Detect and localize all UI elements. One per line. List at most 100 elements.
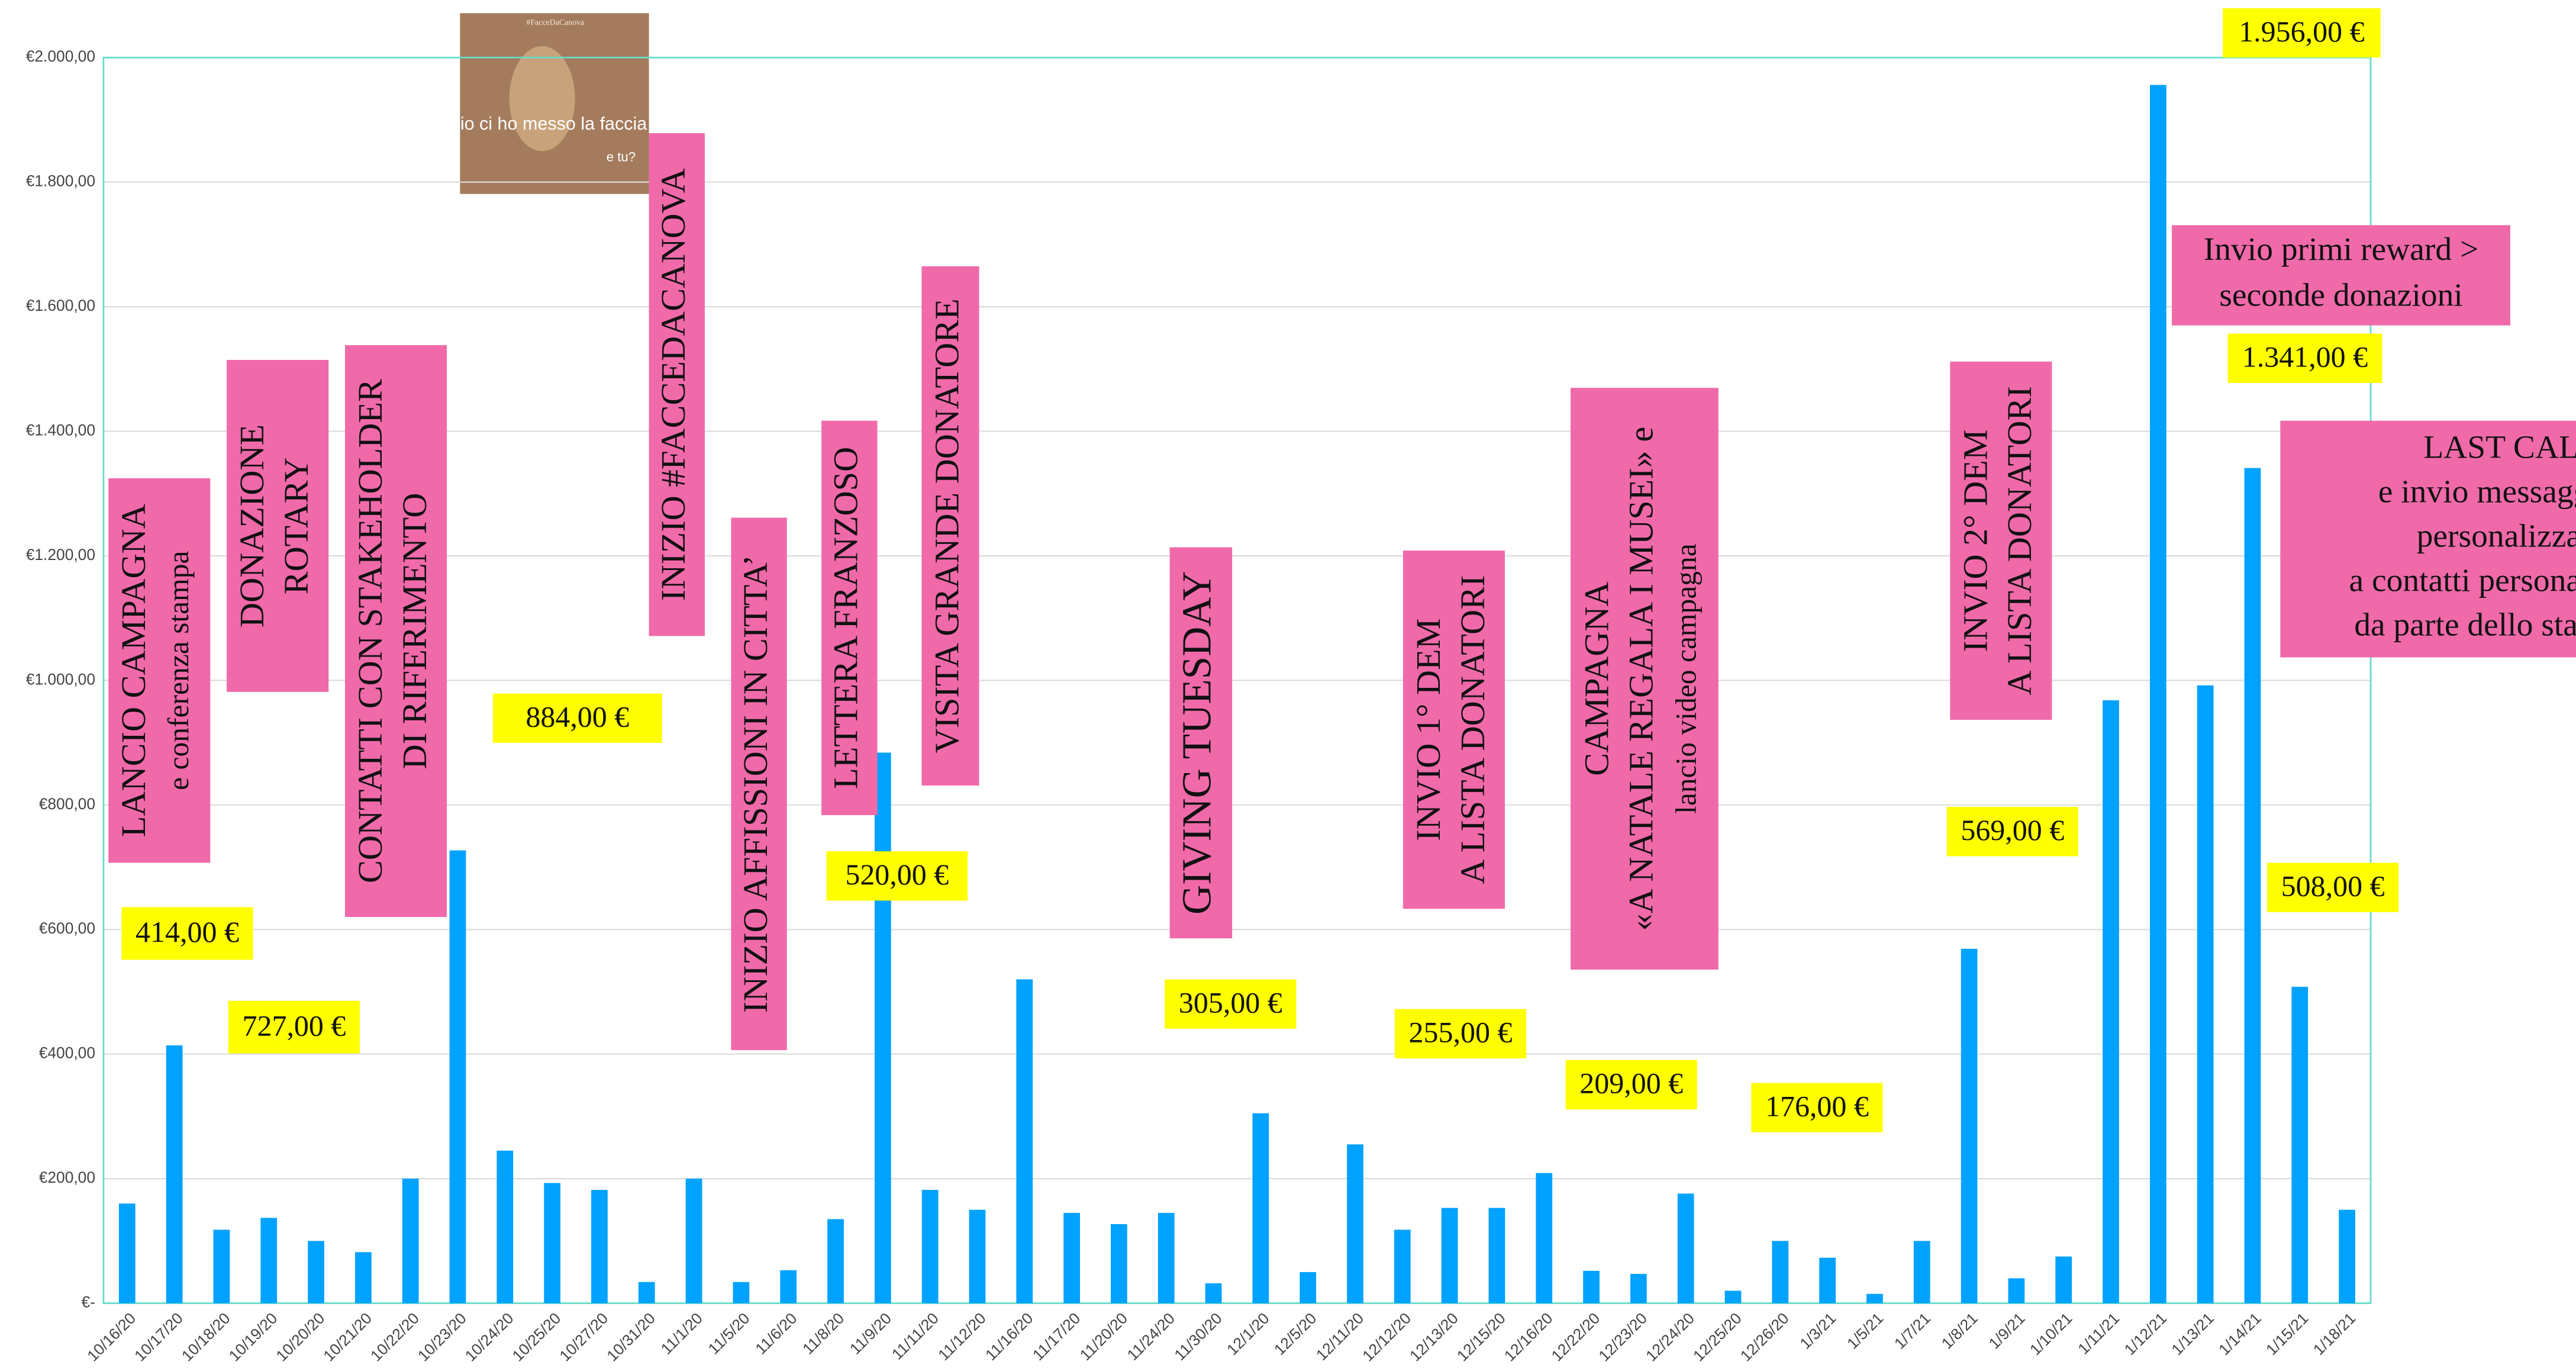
bar bbox=[2244, 468, 2261, 1303]
bar bbox=[1063, 1212, 1080, 1303]
annotation-text: seconde donazioni bbox=[2219, 278, 2463, 314]
y-tick-label: €1.400,00 bbox=[26, 421, 95, 439]
annotation: VISITA GRANDE DONATORE bbox=[927, 298, 966, 753]
x-tick-label: 1/10/21 bbox=[2026, 1309, 2075, 1359]
annotation-text: CAMPAGNA bbox=[1577, 582, 1616, 776]
bar bbox=[1300, 1272, 1317, 1303]
callout-text: 569,00 € bbox=[1961, 813, 2064, 846]
annotation-text: personalizzati bbox=[2417, 518, 2576, 554]
x-tick-label: 10/31/20 bbox=[603, 1309, 659, 1365]
annotation-box bbox=[1950, 361, 2052, 720]
bar bbox=[1819, 1257, 1836, 1303]
callout-text: 727,00 € bbox=[242, 1009, 346, 1042]
x-tick-label: 10/22/20 bbox=[367, 1309, 423, 1365]
annotation-text: LAST CALL bbox=[2423, 429, 2576, 465]
x-tick-label: 11/11/20 bbox=[888, 1309, 942, 1363]
x-tick-label: 12/1/20 bbox=[1223, 1309, 1272, 1359]
callout-box bbox=[2267, 862, 2399, 912]
callout-text: 255,00 € bbox=[1409, 1016, 1513, 1049]
bar bbox=[1866, 1293, 1883, 1303]
x-tick-label: 11/20/20 bbox=[1076, 1309, 1131, 1364]
x-tick-label: 12/12/20 bbox=[1359, 1309, 1414, 1365]
x-tick-label: 10/20/20 bbox=[273, 1309, 328, 1365]
annotation: LAST CALL e invio messaggi personalizzati a… bbox=[2349, 429, 2576, 643]
annotation-box bbox=[227, 360, 329, 692]
bar bbox=[733, 1282, 750, 1303]
x-tick-label: 11/17/20 bbox=[1029, 1309, 1084, 1364]
photo-figure bbox=[509, 46, 575, 152]
x-tick-label: 10/19/20 bbox=[225, 1309, 281, 1365]
annotation-text: INIZIO AFFISSIONI IN CITTA’ bbox=[736, 555, 775, 1013]
x-tick-label: 10/24/20 bbox=[462, 1309, 517, 1365]
photo-caption: e tu? bbox=[607, 149, 636, 164]
y-tick-label: €1.000,00 bbox=[26, 670, 95, 688]
annotation-text: da parte dello staff bbox=[2354, 607, 2576, 643]
bar bbox=[1488, 1208, 1505, 1303]
x-tick-label: 10/21/20 bbox=[320, 1309, 375, 1365]
bar bbox=[1913, 1241, 1930, 1303]
y-tick-label: €800,00 bbox=[39, 795, 95, 813]
annotation-text: INIZIO #FACCEDACANOVA bbox=[654, 168, 692, 601]
annotation-text: INVIO 2° DEM bbox=[1956, 429, 1994, 652]
callout-text: 508,00 € bbox=[2281, 869, 2385, 902]
callout-box bbox=[228, 1000, 360, 1054]
bar bbox=[1205, 1283, 1222, 1303]
annotation-box bbox=[1570, 388, 1719, 970]
annotation-box bbox=[2280, 420, 2576, 658]
bar bbox=[2291, 987, 2309, 1303]
bar bbox=[1961, 948, 1978, 1303]
bar bbox=[260, 1218, 278, 1303]
annotation: DONAZIONE ROTARY bbox=[233, 424, 315, 627]
y-tick-label: €1.200,00 bbox=[26, 546, 95, 564]
annotation-text: INVIO 1° DEM bbox=[1409, 619, 1447, 841]
bar bbox=[1677, 1193, 1694, 1303]
callout-box bbox=[826, 851, 968, 901]
callout-box bbox=[1165, 979, 1297, 1029]
annotation-text: lancio video campagna bbox=[1669, 543, 1702, 814]
callout-box bbox=[121, 907, 253, 960]
annotation-text: GIVING TUESDAY bbox=[1174, 571, 1220, 915]
y-tick-label: €2.000,00 bbox=[26, 47, 95, 65]
callout-text: 176,00 € bbox=[1765, 1089, 1869, 1122]
photo-caption: io ci ho messo la faccia bbox=[460, 114, 647, 134]
bar bbox=[969, 1209, 986, 1303]
x-tick-label: 1/7/21 bbox=[1891, 1309, 1934, 1353]
y-tick-label: €600,00 bbox=[39, 919, 95, 937]
bar bbox=[780, 1270, 797, 1303]
x-tick-label: 1/8/21 bbox=[1938, 1309, 1981, 1353]
y-tick-label: €1.800,00 bbox=[26, 172, 95, 190]
annotation: GIVING TUESDAY bbox=[1174, 571, 1220, 915]
bar bbox=[118, 1203, 136, 1303]
x-tick-label: 11/24/20 bbox=[1124, 1309, 1178, 1364]
annotation-text: CONTATTI CON STAKEHOLDER bbox=[351, 379, 389, 883]
annotation: LANCIO CAMPAGNA e conferenza stampa bbox=[114, 504, 195, 837]
callout-text: 209,00 € bbox=[1579, 1067, 1683, 1100]
bar bbox=[1724, 1290, 1742, 1303]
x-tick-label: 11/6/20 bbox=[752, 1309, 800, 1358]
bar bbox=[1583, 1270, 1600, 1303]
annotation-box bbox=[821, 420, 878, 816]
x-tick-label: 11/5/20 bbox=[705, 1309, 753, 1358]
x-tick-label: 1/3/21 bbox=[1796, 1309, 1839, 1353]
bar bbox=[1252, 1113, 1269, 1303]
annotation-text: DONAZIONE bbox=[233, 424, 271, 627]
x-tick-label: 11/8/20 bbox=[799, 1309, 847, 1358]
x-tick-label: 12/16/20 bbox=[1501, 1309, 1556, 1365]
annotation-box bbox=[731, 517, 787, 1051]
y-tick-label: €1.600,00 bbox=[26, 297, 95, 314]
x-tick-label: 1/12/21 bbox=[2121, 1309, 2170, 1359]
x-tick-label: 1/18/21 bbox=[2310, 1309, 2359, 1359]
x-tick-label: 11/1/20 bbox=[657, 1309, 706, 1358]
annotation-text: «A NATALE REGALA I MUSEI» e bbox=[1621, 427, 1660, 931]
annotation-text: VISITA GRANDE DONATORE bbox=[927, 298, 966, 753]
bar bbox=[591, 1190, 608, 1303]
bar bbox=[308, 1241, 324, 1303]
bar bbox=[354, 1252, 372, 1303]
bar bbox=[2197, 685, 2214, 1303]
x-tick-label: 11/30/20 bbox=[1171, 1309, 1225, 1364]
annotation: LETTERA FRANZOSO bbox=[827, 447, 865, 789]
x-tick-label: 1/11/21 bbox=[2074, 1309, 2123, 1358]
bar bbox=[921, 1190, 939, 1303]
callout-box bbox=[1751, 1083, 1883, 1132]
x-tick-label: 10/16/20 bbox=[83, 1309, 139, 1365]
